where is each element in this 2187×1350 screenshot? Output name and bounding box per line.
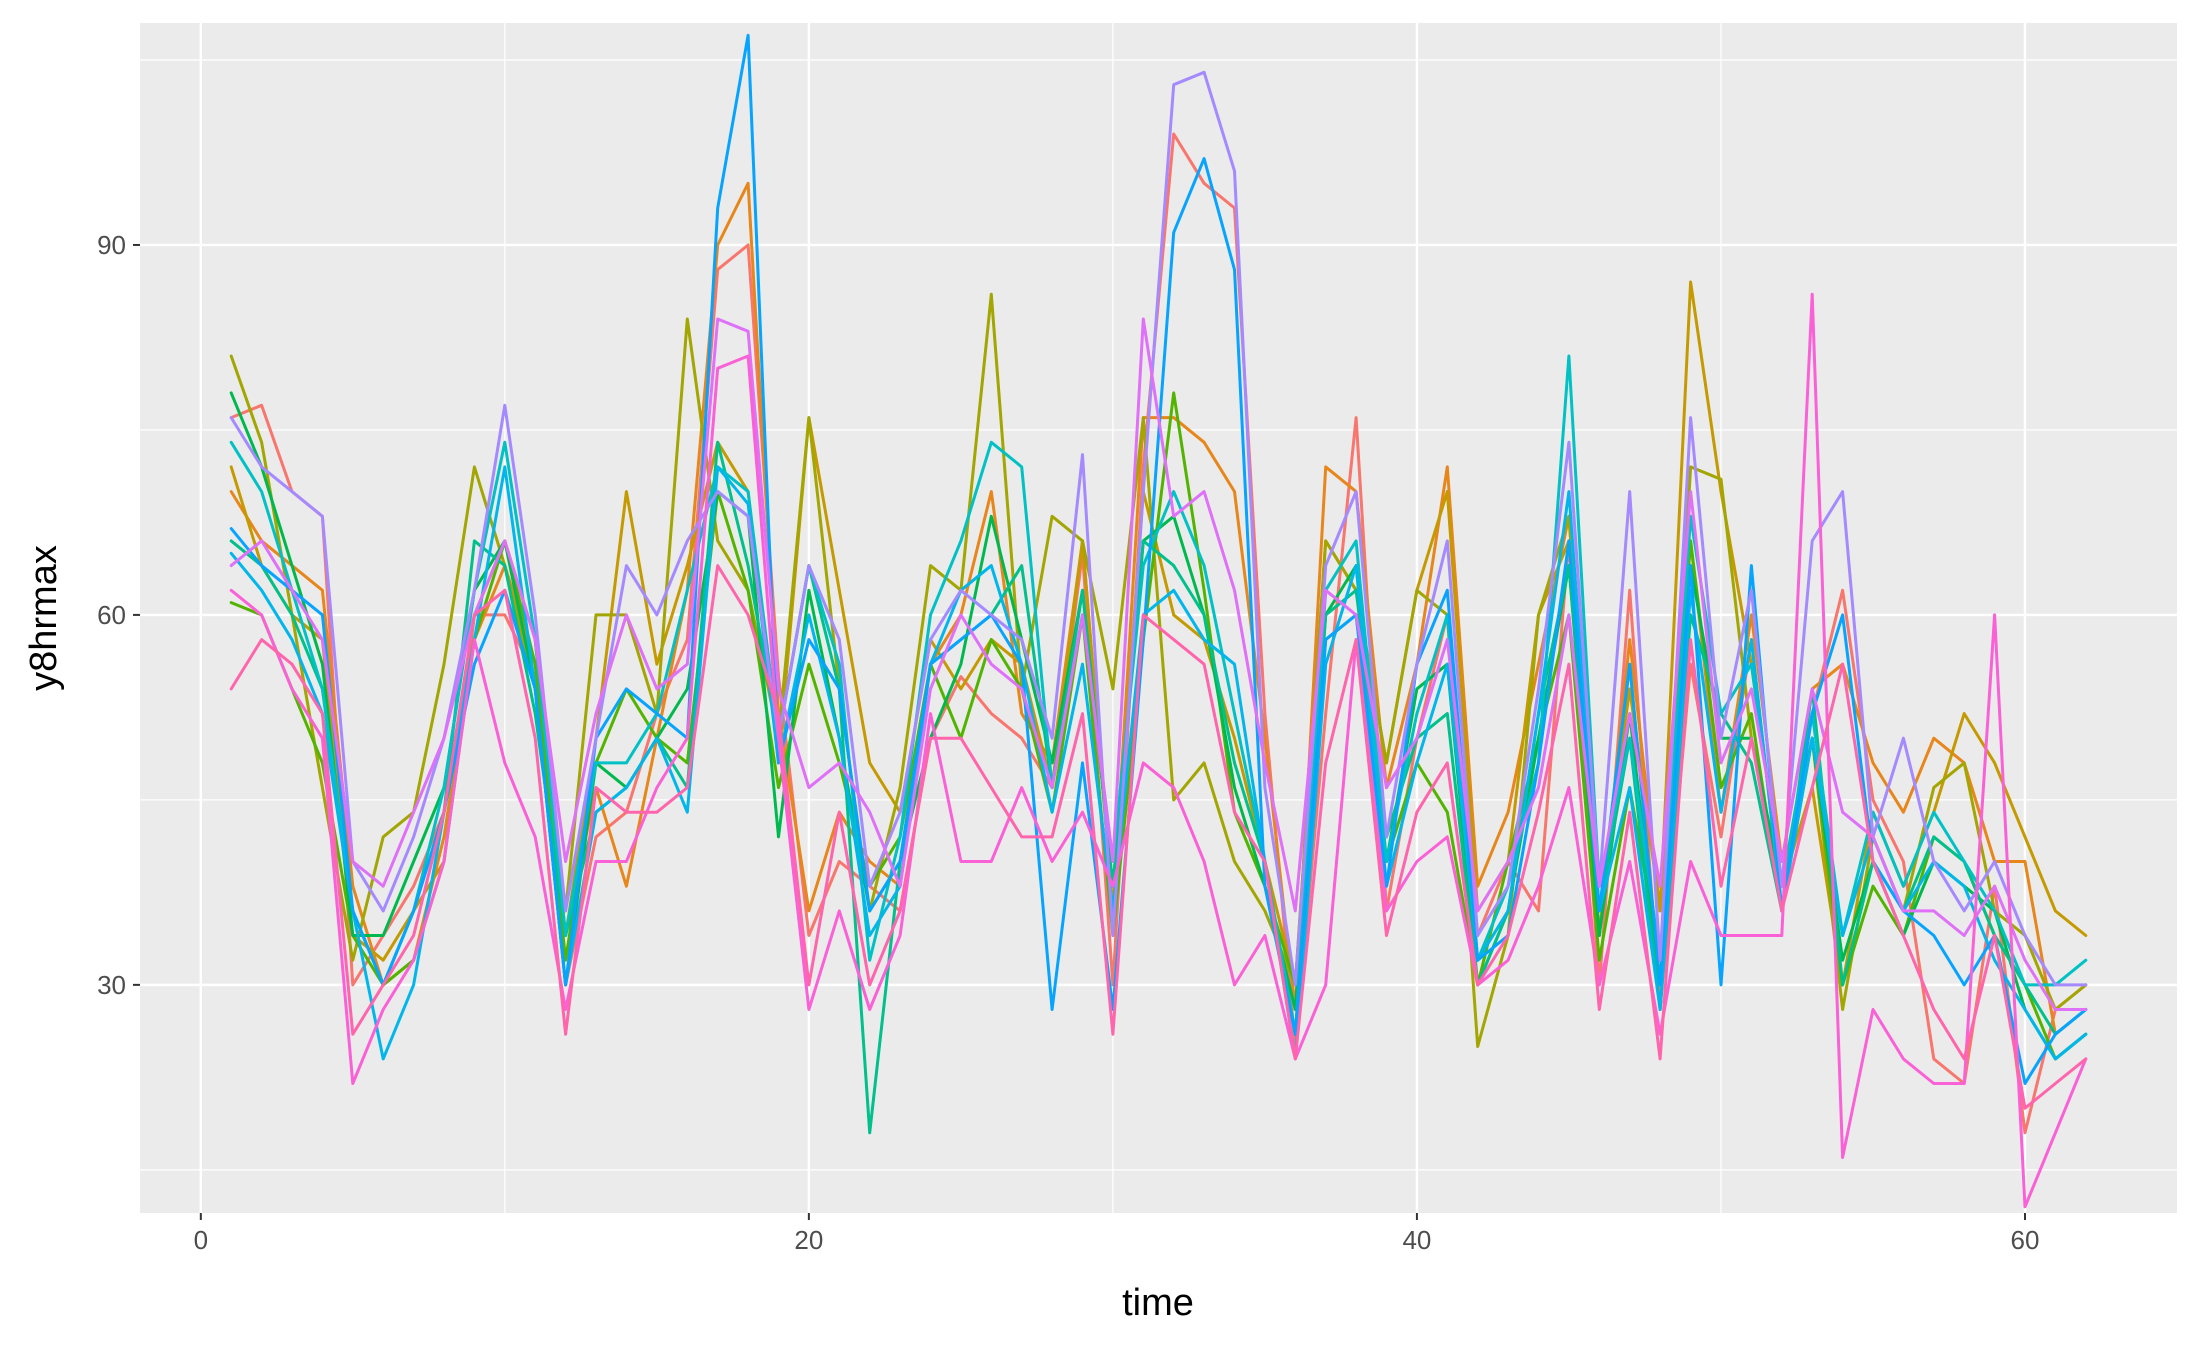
x-tick-label: 60 [2011,1225,2040,1255]
y-tick-label: 90 [97,230,126,260]
series-line-12 [229,317,2088,1011]
x-axis: 0 20 40 60 [194,1213,2040,1255]
x-tick-label: 0 [194,1225,208,1255]
y-tick-label: 60 [97,600,126,630]
series-line-13 [229,292,2088,1209]
x-tick-label: 40 [1402,1225,1431,1255]
y-axis-title: y8hrmax [23,545,65,691]
series-line-14 [229,564,2088,1110]
x-tick-label: 20 [794,1225,823,1255]
series-layer [229,33,2088,1209]
x-axis-title: time [1122,1282,1194,1324]
y-tick-label: 30 [97,970,126,1000]
y-axis: 30 60 90 [97,230,140,1000]
series-line-10 [229,33,2088,1085]
